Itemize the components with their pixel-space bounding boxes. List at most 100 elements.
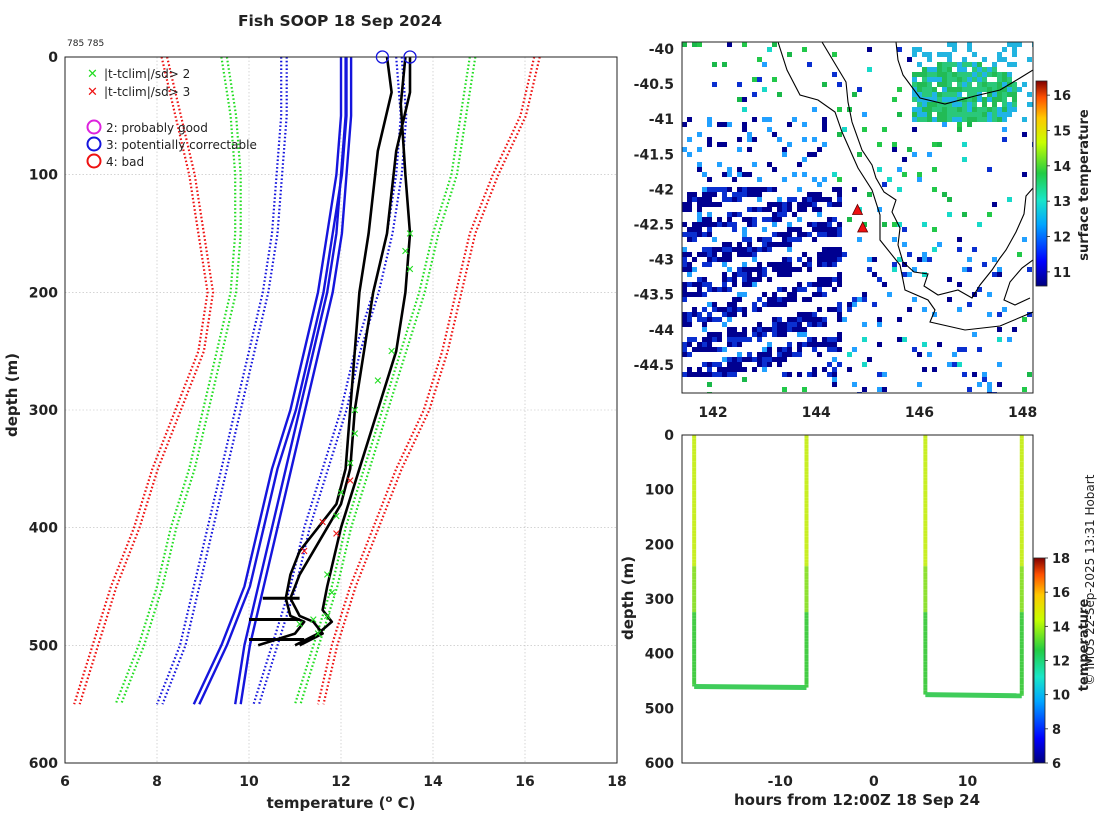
sst-pixel: [787, 207, 792, 212]
time-x-tick-label: 10: [958, 774, 978, 790]
sst-pixel: [682, 352, 687, 357]
sst-pixel: [727, 42, 732, 47]
sst-pixel: [862, 322, 867, 327]
sst-pixel: [1007, 107, 1012, 112]
sst-pixel: [722, 252, 727, 257]
sst-pixel: [717, 317, 722, 322]
sst-pixel: [687, 137, 692, 142]
sst-pixel: [897, 167, 902, 172]
sst-pixel: [857, 152, 862, 157]
sst-pixel: [782, 332, 787, 337]
sst-pixel: [702, 307, 707, 312]
sst-pixel: [762, 362, 767, 367]
sst-pixel: [972, 97, 977, 102]
sst-pixel: [717, 142, 722, 147]
sst-pixel: [957, 97, 962, 102]
sst-pixel: [737, 307, 742, 312]
map-y-tick-label: -41.5: [634, 147, 674, 163]
sst-pixel: [707, 232, 712, 237]
sst-pixel: [1022, 82, 1027, 87]
sst-pixel: [922, 367, 927, 372]
sst-pixel: [827, 262, 832, 267]
sst-pixel: [992, 62, 997, 67]
sst-pixel: [757, 327, 762, 332]
sst-pixel: [837, 312, 842, 317]
sst-pixel: [767, 202, 772, 207]
sst-pixel: [942, 107, 947, 112]
sst-pixel: [707, 317, 712, 322]
sst-pixel: [912, 297, 917, 302]
sst-pixel: [717, 217, 722, 222]
sst-pixel: [837, 302, 842, 307]
sst-pixel: [727, 252, 732, 257]
sst-pixel: [792, 212, 797, 217]
sst-pixel: [812, 152, 817, 157]
sst-pixel: [922, 77, 927, 82]
sst-pixel: [697, 217, 702, 222]
sst-pixel: [742, 42, 747, 47]
sst-pixel: [932, 67, 937, 72]
profile-xlabel: temperature (o C): [267, 794, 416, 812]
flag-2sd-marker: ✕: [313, 628, 322, 641]
sst-pixel: [752, 252, 757, 257]
sst-pixel: [737, 97, 742, 102]
sst-pixel: [767, 162, 772, 167]
sst-pixel: [732, 227, 737, 232]
sst-pixel: [777, 272, 782, 277]
sst-pixel: [917, 97, 922, 102]
sst-pixel: [937, 242, 942, 247]
sst-pixel: [707, 362, 712, 367]
sst-pixel: [877, 142, 882, 147]
sst-pixel: [917, 82, 922, 87]
sst-pixel: [987, 117, 992, 122]
sst-pixel: [1002, 72, 1007, 77]
sst-pixel: [792, 117, 797, 122]
sst-pixel: [707, 137, 712, 142]
sst-pixel: [832, 257, 837, 262]
sst-pixel: [962, 97, 967, 102]
sst-pixel: [727, 307, 732, 312]
sst-pixel: [912, 127, 917, 132]
sst-pixel: [792, 237, 797, 242]
sst-pixel: [917, 112, 922, 117]
sst-pixel: [962, 372, 967, 377]
sst-pixel: [732, 192, 737, 197]
sst-pixel: [742, 232, 747, 237]
sst-pixel: [832, 357, 837, 362]
sst-pixel: [752, 367, 757, 372]
sst-pixel: [797, 287, 802, 292]
sst-pixel: [807, 202, 812, 207]
sst-pixel: [982, 72, 987, 77]
sst-pixel: [842, 317, 847, 322]
sst-pixel: [742, 237, 747, 242]
sst-pixel: [782, 207, 787, 212]
sst-pixel: [727, 122, 732, 127]
sst-pixel: [837, 177, 842, 182]
sst-pixel: [912, 47, 917, 52]
sst-pixel: [727, 317, 732, 322]
sst-pixel: [802, 312, 807, 317]
sst-pixel: [982, 117, 987, 122]
sst-pixel: [802, 252, 807, 257]
sst-pixel: [727, 372, 732, 377]
sst-pixel: [682, 247, 687, 252]
sst-pixel: [867, 47, 872, 52]
sst-pixel: [822, 367, 827, 372]
sst-pixel: [822, 252, 827, 257]
sst-pixel: [797, 202, 802, 207]
sst-colorbar-tick-label: 12: [1053, 231, 1071, 246]
sst-pixel: [962, 87, 967, 92]
sst-pixel: [897, 222, 902, 227]
time-y-tick-label: 400: [645, 647, 674, 663]
sst-pixel: [777, 352, 782, 357]
sst-pixel: [757, 177, 762, 182]
sst-pixel: [972, 87, 977, 92]
sst-pixel: [862, 297, 867, 302]
legend-marker-correctable: [86, 136, 102, 152]
map-y-tick-label: -40: [649, 42, 675, 58]
sst-pixel: [912, 112, 917, 117]
map-y-tick-label: -44: [649, 323, 675, 339]
sst-pixel: [757, 337, 762, 342]
sst-pixel: [687, 237, 692, 242]
sst-pixel: [832, 342, 837, 347]
